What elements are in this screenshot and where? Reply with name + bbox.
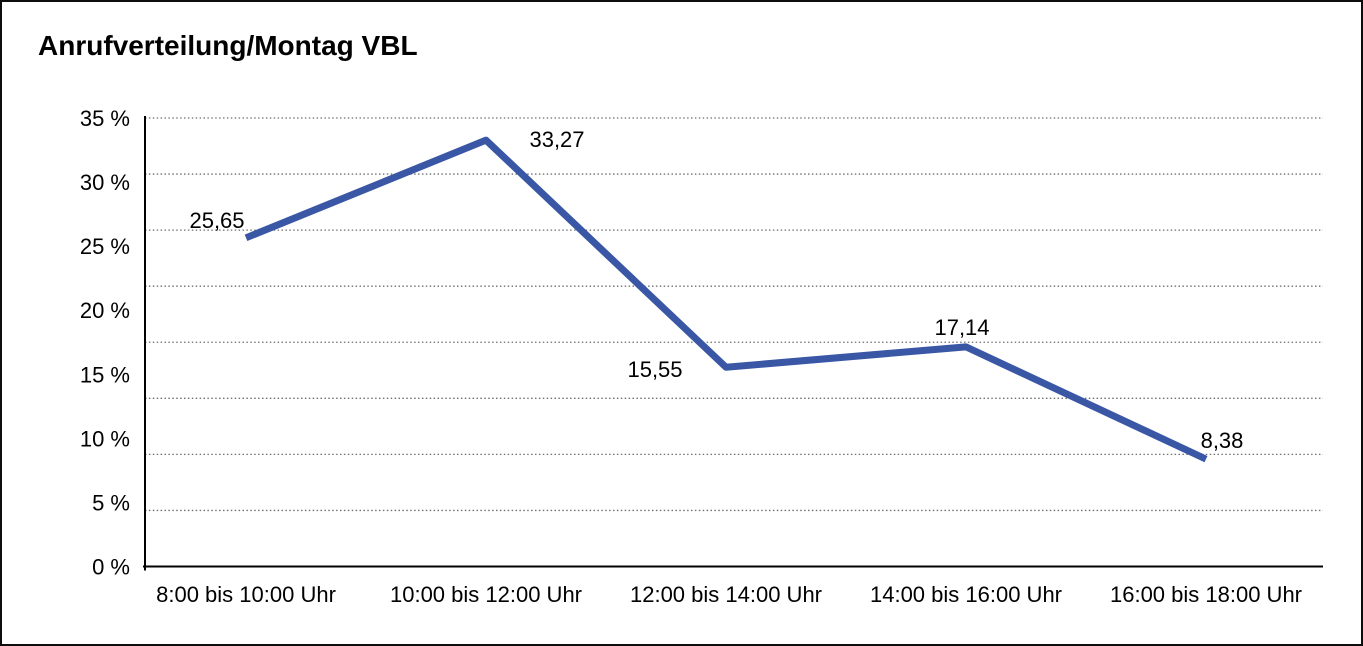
axes [143, 116, 1323, 571]
x-axis-labels: 8:00 bis 10:00 Uhr 10:00 bis 12:00 Uhr 12:… [156, 582, 1302, 607]
x-tick-label: 14:00 bis 16:00 Uhr [870, 582, 1062, 607]
y-tick-label: 10 % [80, 426, 130, 451]
data-series [244, 136, 1208, 463]
data-point-label: 17,14 [934, 315, 989, 340]
data-point-label: 25,65 [189, 208, 244, 233]
y-tick-label: 5 % [92, 490, 130, 515]
chart-title: Anrufverteilung/Montag VBL [38, 30, 418, 61]
data-point-labels: 25,65 33,27 15,55 17,14 8,38 [189, 127, 1243, 453]
gridlines [145, 117, 1323, 512]
y-tick-label: 25 % [80, 234, 130, 259]
series-line [244, 136, 1208, 463]
y-tick-label: 35 % [80, 106, 130, 131]
data-point-label: 15,55 [627, 357, 682, 382]
x-tick-label: 12:00 bis 14:00 Uhr [630, 582, 822, 607]
y-tick-label: 30 % [80, 170, 130, 195]
y-axis-labels: 35 % 30 % 25 % 20 % 15 % 10 % 5 % 0 % [80, 106, 130, 580]
x-tick-label: 8:00 bis 10:00 Uhr [156, 582, 336, 607]
data-point-label: 33,27 [529, 127, 584, 152]
y-tick-label: 20 % [80, 298, 130, 323]
data-point-label: 8,38 [1201, 428, 1244, 453]
x-tick-label: 16:00 bis 18:00 Uhr [1110, 582, 1302, 607]
x-tick-label: 10:00 bis 12:00 Uhr [390, 582, 582, 607]
y-tick-label: 15 % [80, 362, 130, 387]
y-tick-label: 0 % [92, 555, 130, 580]
